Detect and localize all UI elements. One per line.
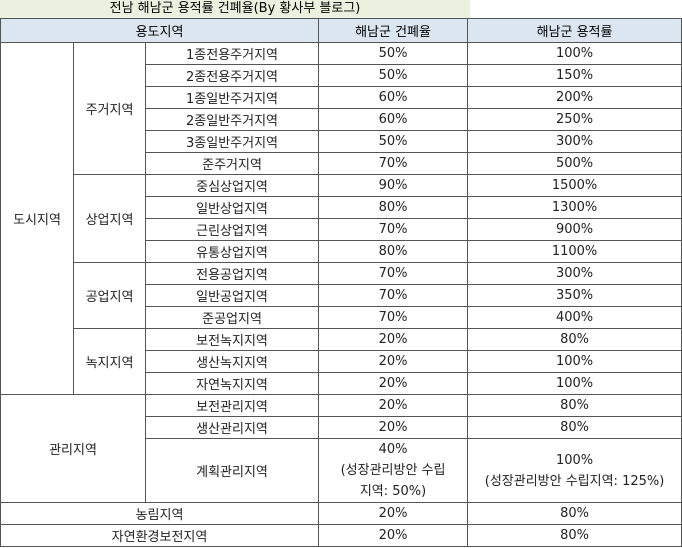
- title: 전남 해남군 용적률 건폐율(By 황사부 블로그): [0, 0, 470, 18]
- far: 100%: [467, 372, 682, 395]
- header-row: 용도지역 해남군 건폐율 해남군 용적률: [0, 18, 682, 43]
- zone-name: 중심상업지역: [144, 174, 320, 197]
- row: 일반공업지역 70% 350%: [1, 284, 682, 307]
- header-cell: 용도지역: [0, 18, 320, 43]
- subgroup-label: 주거지역: [73, 42, 146, 175]
- zone-name: 자연녹지지역: [144, 372, 320, 395]
- zone-name: 준공업지역: [144, 306, 320, 329]
- row: 유통상업지역 80% 1100%: [1, 240, 682, 263]
- zone-name: 근린상업지역: [144, 218, 320, 241]
- coverage: 70%: [318, 152, 469, 175]
- subgroup-label: 상업지역: [73, 174, 146, 263]
- zone-name: 2종일반주거지역: [144, 108, 320, 131]
- coverage-line: (성장관리방안 수립: [340, 463, 446, 478]
- far: 300%: [467, 130, 682, 153]
- row: 도시지역 주거지역 1종전용주거지역 50% 100%: [0, 42, 682, 395]
- group-label: 도시지역: [0, 42, 74, 395]
- row: 농림지역 20% 80%: [0, 502, 682, 525]
- zone-name: 유통상업지역: [144, 240, 320, 263]
- row: 자연환경보전지역 20% 80%: [0, 524, 682, 547]
- zone-name: 2종전용주거지역: [144, 64, 320, 87]
- group-label: 자연환경보전지역: [0, 524, 320, 547]
- far: 80%: [467, 394, 682, 417]
- row: 상업지역 중심상업지역 90% 1500%: [1, 174, 682, 263]
- far: 100%: [467, 42, 682, 65]
- coverage: 70%: [318, 218, 469, 241]
- row: 근린상업지역 70% 900%: [1, 218, 682, 241]
- coverage: 20%: [318, 502, 469, 525]
- zone-name: 생산녹지지역: [144, 350, 320, 373]
- zone-name: 1종일반주거지역: [144, 86, 320, 109]
- far: 200%: [467, 86, 682, 109]
- group-label: 관리지역: [0, 394, 146, 503]
- far: 150%: [467, 64, 682, 87]
- far-line: 100%: [555, 452, 594, 468]
- coverage: 20%: [318, 372, 469, 395]
- coverage-line: 지역: 50%): [359, 484, 427, 499]
- far: 300%: [467, 262, 682, 285]
- coverage: 50%: [318, 64, 469, 87]
- header-cell: 해남군 용적률: [467, 18, 682, 43]
- row: 공업지역 전용공업지역 70% 300%: [1, 262, 682, 329]
- far: 80%: [467, 328, 682, 351]
- row: 관리지역 보전관리지역 20% 80%: [0, 394, 682, 503]
- row: 일반상업지역 80% 1300%: [1, 196, 682, 219]
- row: 생산관리지역 20% 80%: [1, 416, 682, 439]
- row: 자연녹지지역 20% 100%: [1, 372, 682, 395]
- far: 400%: [467, 306, 682, 329]
- far: 100% (성장관리방안 수립지역: 125%): [467, 438, 682, 503]
- header-cell: 해남군 건폐율: [318, 18, 469, 43]
- coverage: 90%: [318, 174, 469, 197]
- far: 350%: [467, 284, 682, 307]
- coverage: 70%: [318, 262, 469, 285]
- zone-name: 1종전용주거지역: [144, 42, 320, 65]
- coverage: 20%: [318, 350, 469, 373]
- far: 1300%: [467, 196, 682, 219]
- far: 900%: [467, 218, 682, 241]
- coverage: 20%: [318, 416, 469, 439]
- zone-name: 생산관리지역: [144, 416, 320, 439]
- far: 80%: [467, 524, 682, 547]
- far: 80%: [467, 502, 682, 525]
- row: 3종일반주거지역 50% 300%: [1, 130, 682, 153]
- coverage: 20%: [318, 394, 469, 417]
- row: 녹지지역 보전녹지지역 20% 80%: [1, 328, 682, 395]
- far: 1100%: [467, 240, 682, 263]
- far: 250%: [467, 108, 682, 131]
- coverage: 20%: [318, 328, 469, 351]
- zone-name: 일반상업지역: [144, 196, 320, 219]
- zone-name: 전용공업지역: [144, 262, 320, 285]
- row: 준주거지역 70% 500%: [1, 152, 682, 175]
- coverage: 50%: [318, 42, 469, 65]
- subgroup-label: 공업지역: [73, 262, 146, 329]
- subgroup-label: 녹지지역: [73, 328, 146, 395]
- coverage: 80%: [318, 240, 469, 263]
- far: 500%: [467, 152, 682, 175]
- group-label: 농림지역: [0, 502, 320, 525]
- coverage: 70%: [318, 306, 469, 329]
- far: 80%: [467, 416, 682, 439]
- zone-name: 보전녹지지역: [144, 328, 320, 351]
- zone-name: 보전관리지역: [144, 394, 320, 417]
- coverage: 70%: [318, 284, 469, 307]
- coverage: 50%: [318, 130, 469, 153]
- coverage: 60%: [318, 86, 469, 109]
- row: 1종일반주거지역 60% 200%: [1, 86, 682, 109]
- far-line: (성장관리방안 수립지역: 125%): [484, 473, 665, 489]
- zone-name: 계획관리지역: [144, 438, 320, 503]
- coverage: 80%: [318, 196, 469, 219]
- coverage-line: 40%: [378, 442, 408, 457]
- far: 100%: [467, 350, 682, 373]
- far: 1500%: [467, 174, 682, 197]
- zone-name: 일반공업지역: [144, 284, 320, 307]
- coverage: 20%: [318, 524, 469, 547]
- table: 용도지역 해남군 건폐율 해남군 용적률 도시지역 주거지역 1종전용주거지역 50% 100…: [0, 18, 682, 547]
- zone-name: 준주거지역: [144, 152, 320, 175]
- zone-name: 3종일반주거지역: [144, 130, 320, 153]
- coverage: 60%: [318, 108, 469, 131]
